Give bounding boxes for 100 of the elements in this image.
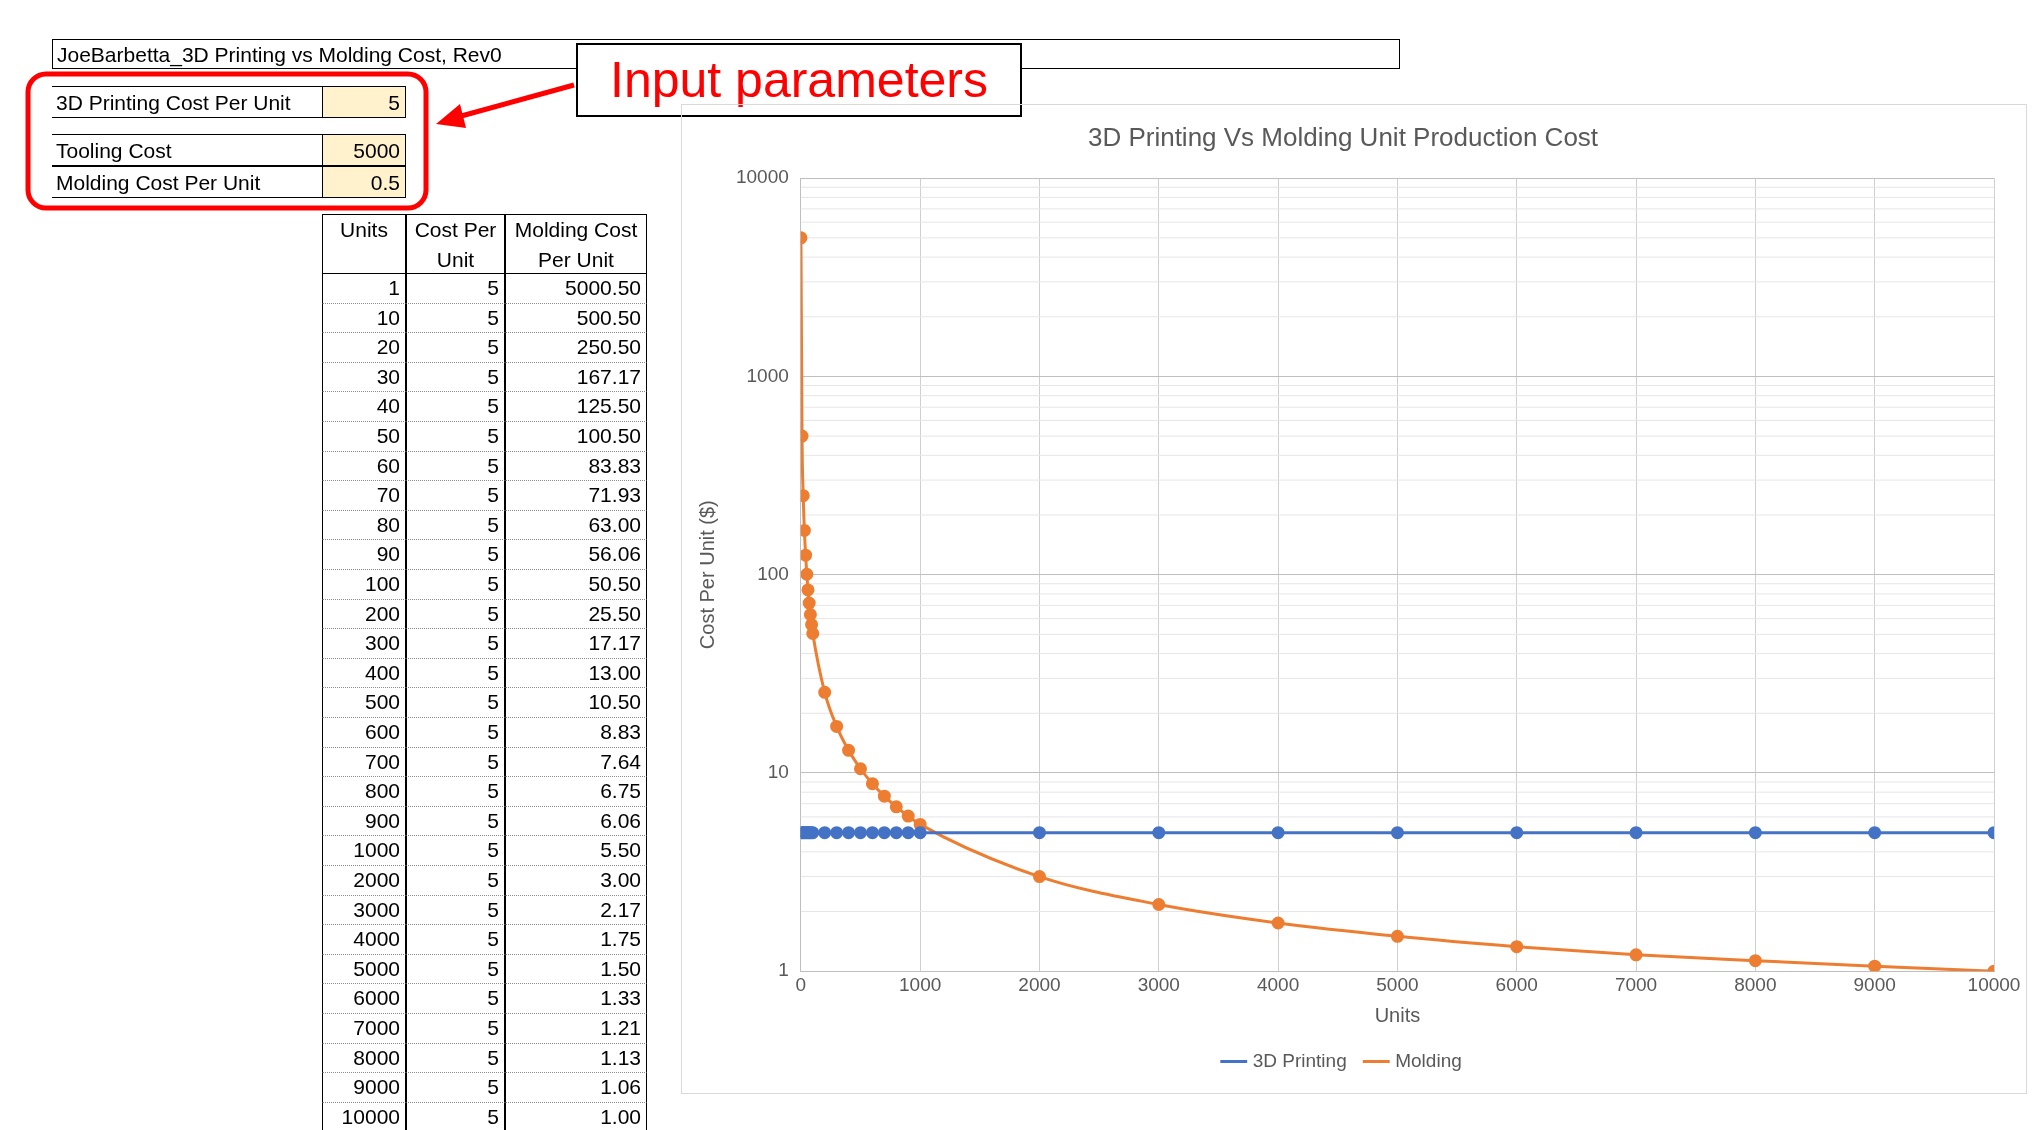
text: 2000 [322, 866, 406, 896]
text: 3000 [322, 895, 406, 926]
x-tick-label: 9000 [1853, 973, 1896, 995]
text: 1.06 [505, 1073, 647, 1103]
text: 10.50 [505, 688, 647, 718]
text: 1.50 [505, 954, 647, 985]
text: 900 [322, 806, 406, 837]
text: 5 [406, 451, 505, 482]
text: 2.17 [505, 895, 647, 926]
text: 9000 [322, 1073, 406, 1103]
text: 30 [322, 362, 406, 393]
y-tick-label: 10 [767, 761, 789, 783]
text: 1.21 [505, 1014, 647, 1044]
text: 8.83 [505, 718, 647, 748]
text: 5 [406, 688, 505, 718]
text: Molding Cost Per Unit [52, 166, 322, 198]
text: 7.64 [505, 747, 647, 778]
text: 1.75 [505, 925, 647, 955]
text: 500 [322, 688, 406, 718]
text: 5 [406, 1102, 505, 1130]
text: 10000 [322, 1102, 406, 1130]
text: 250.50 [505, 333, 647, 363]
text: 5 [406, 422, 505, 452]
text: 5 [406, 895, 505, 926]
text: Cost Per Unit [406, 214, 505, 274]
chart-title: 3D Printing Vs Molding Unit Production Cost [1087, 121, 1599, 152]
text: 1.13 [505, 1043, 647, 1074]
text: 5 [406, 1043, 505, 1074]
text: JoeBarbetta_3D Printing vs Molding Cost, Rev0 [57, 43, 502, 66]
text: 300 [322, 629, 406, 659]
text: 13.00 [505, 658, 647, 689]
text: 4000 [322, 925, 406, 955]
x-tick-label: 10000 [1967, 973, 2021, 995]
text: 5.50 [505, 836, 647, 866]
text: 5 [406, 629, 505, 659]
text: 167.17 [505, 362, 647, 393]
text: 10 [322, 303, 406, 334]
x-tick-label: 3000 [1137, 973, 1180, 995]
text: 5 [406, 718, 505, 748]
y-tick-label: 10000 [735, 166, 789, 188]
text: 125.50 [505, 392, 647, 422]
text: 5 [406, 303, 505, 334]
y-tick-label: 1000 [746, 364, 789, 386]
text: 71.93 [505, 481, 647, 511]
text: 0.5 [322, 166, 406, 198]
text: 5 [406, 658, 505, 689]
text: 1000 [322, 836, 406, 866]
legend-label: 3D Printing [1252, 1049, 1347, 1071]
x-tick-label: 6000 [1495, 973, 1538, 995]
text: 5 [406, 836, 505, 866]
text: 40 [322, 392, 406, 422]
text: 5 [406, 392, 505, 422]
x-tick-label: 2000 [1018, 973, 1061, 995]
x-tick-label: 8000 [1734, 973, 1777, 995]
text: 600 [322, 718, 406, 748]
text: 5 [406, 1073, 505, 1103]
text: 5 [406, 481, 505, 511]
text: 7000 [322, 1014, 406, 1044]
text: Units [322, 214, 406, 274]
text: 5 [406, 599, 505, 630]
text: 5 [322, 86, 406, 118]
text: 50 [322, 422, 406, 452]
text: 3.00 [505, 866, 647, 896]
text: 50.50 [505, 570, 647, 600]
text: 56.06 [505, 540, 647, 570]
text: Molding Cost Per Unit [505, 214, 647, 274]
text: 60 [322, 451, 406, 482]
text: 20 [322, 333, 406, 363]
text: 83.83 [505, 451, 647, 482]
text: 5 [406, 806, 505, 837]
text: 5 [406, 1014, 505, 1044]
text: 100.50 [505, 422, 647, 452]
text: 5 [406, 540, 505, 570]
legend-label: Molding [1395, 1049, 1462, 1071]
text: 5 [406, 866, 505, 896]
text: 6.06 [505, 806, 647, 837]
text: 5 [406, 570, 505, 600]
text: 700 [322, 747, 406, 778]
text: 5 [406, 984, 505, 1014]
text: Tooling Cost [52, 134, 322, 166]
x-tick-label: 7000 [1614, 973, 1658, 995]
y-tick-label: 100 [757, 562, 789, 584]
text: 200 [322, 599, 406, 630]
text: 80 [322, 510, 406, 541]
text: 1.33 [505, 984, 647, 1014]
text: 5000 [322, 134, 406, 166]
text: 70 [322, 481, 406, 511]
x-tick-label: 1000 [899, 973, 942, 995]
text: 400 [322, 658, 406, 689]
text: 100 [322, 570, 406, 600]
text: 25.50 [505, 599, 647, 630]
text: 800 [322, 777, 406, 807]
text: 6.75 [505, 777, 647, 807]
x-tick-label: 5000 [1376, 973, 1419, 995]
text: Input parameters [576, 43, 1022, 117]
y-axis-title: Cost Per Unit ($) [695, 500, 718, 650]
x-tick-label: 4000 [1256, 973, 1300, 995]
text: 5000.50 [505, 274, 647, 304]
text: 5 [406, 274, 505, 304]
y-tick-label: 1 [778, 959, 789, 981]
